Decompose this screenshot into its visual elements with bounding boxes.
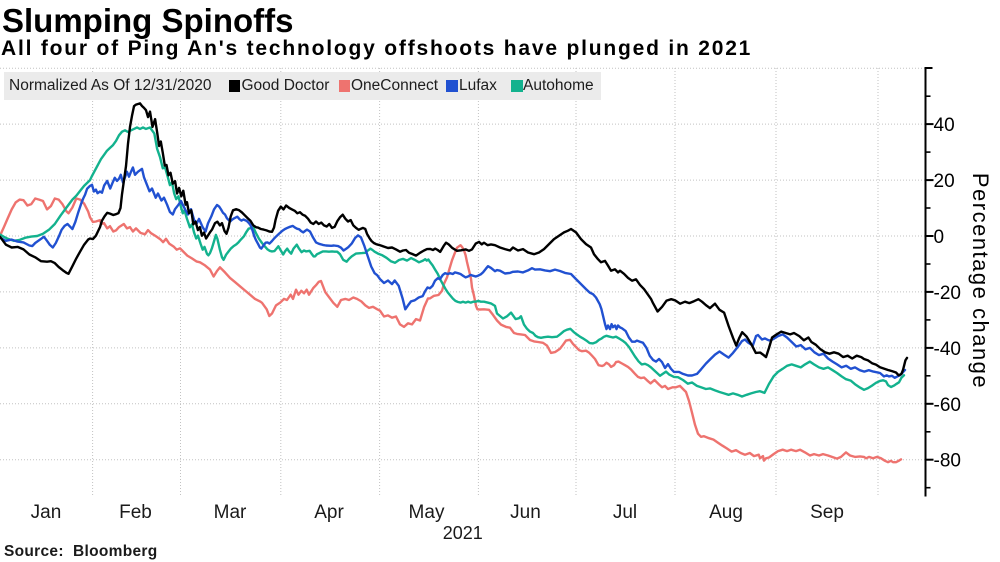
svg-text:Sep: Sep — [810, 502, 844, 523]
svg-text:Apr: Apr — [314, 502, 344, 523]
svg-text:Percentage change: Percentage change — [968, 173, 993, 389]
svg-text:-80: -80 — [934, 451, 961, 472]
svg-text:0: 0 — [934, 227, 945, 248]
svg-text:2021: 2021 — [443, 523, 483, 543]
svg-text:-20: -20 — [934, 283, 961, 304]
svg-text:Feb: Feb — [119, 502, 152, 523]
svg-text:Jan: Jan — [31, 502, 62, 523]
svg-text:Jul: Jul — [613, 502, 637, 523]
svg-text:Mar: Mar — [214, 502, 247, 523]
svg-text:20: 20 — [934, 171, 955, 192]
svg-text:40: 40 — [934, 115, 955, 136]
svg-text:-60: -60 — [934, 395, 961, 416]
svg-text:-40: -40 — [934, 339, 961, 360]
svg-text:May: May — [409, 502, 445, 523]
svg-text:Jun: Jun — [510, 502, 541, 523]
svg-text:Aug: Aug — [709, 502, 743, 523]
